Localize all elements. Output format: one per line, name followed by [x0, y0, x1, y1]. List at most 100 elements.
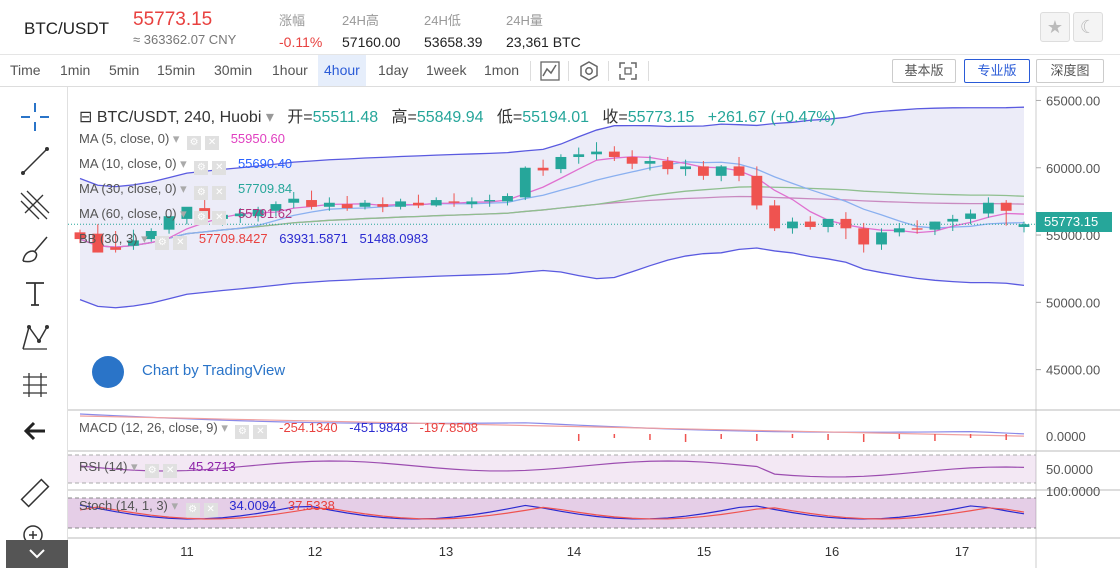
- indicator-ma5: MA (5, close, 0) ▾ ⚙ ✕ 55950.60: [79, 131, 285, 150]
- candle: [74, 229, 86, 244]
- candle: [626, 150, 638, 170]
- ma10-line: [79, 161, 1025, 248]
- text-tool-icon[interactable]: [17, 275, 53, 311]
- gear-icon[interactable]: ⚙: [145, 464, 160, 478]
- drawing-toolbar: [0, 87, 68, 568]
- crosshair-icon[interactable]: [17, 99, 53, 135]
- pair-name[interactable]: BTC/USDT: [24, 19, 109, 38]
- close-icon[interactable]: ✕: [173, 236, 188, 250]
- fullscreen-icon[interactable]: [617, 60, 639, 82]
- back-arrow-icon[interactable]: [17, 413, 53, 449]
- indicator-ma30: MA (30, close, 0) ▾ ⚙ ✕ 57709.84: [79, 181, 293, 200]
- gear-icon[interactable]: ⚙: [194, 211, 209, 225]
- collapse-toolbar-button[interactable]: [6, 540, 68, 568]
- legend-open: 55511.48: [312, 109, 379, 126]
- candle-body: [395, 201, 407, 207]
- settings-gear-icon[interactable]: [578, 60, 600, 82]
- close-icon[interactable]: ✕: [205, 136, 220, 150]
- stoch-tick-label: 100.0000: [1046, 484, 1100, 499]
- candle: [947, 214, 959, 232]
- tf-1min[interactable]: 1min: [60, 62, 91, 78]
- tf-15min[interactable]: 15min: [157, 62, 196, 78]
- price-chart[interactable]: 45000.0050000.0055000.0060000.0065000.00…: [68, 87, 1120, 568]
- view-basic-button[interactable]: 基本版: [892, 59, 956, 83]
- candle-body: [858, 228, 870, 245]
- gear-icon[interactable]: ⚙: [194, 186, 209, 200]
- candle-body: [911, 228, 923, 230]
- indicator-bb: BB (30, 3) ▾ ⚙ ✕ 57709.8427 63931.5871 51…: [79, 231, 429, 250]
- gear-icon[interactable]: ⚙: [235, 425, 250, 439]
- candle: [377, 197, 389, 213]
- indicators-icon[interactable]: [539, 60, 561, 82]
- watermark[interactable]: Chart by TradingView: [142, 362, 286, 379]
- gear-icon[interactable]: ⚙: [185, 503, 200, 517]
- macd-signal-line: [79, 415, 1025, 437]
- candle-body: [1000, 202, 1012, 211]
- candle-body: [519, 167, 531, 198]
- time-tick-label: 17: [955, 544, 969, 559]
- tf-1week[interactable]: 1week: [426, 62, 467, 78]
- candle-body: [74, 232, 86, 240]
- toolbar-divider: [608, 61, 609, 81]
- night-mode-moon-icon[interactable]: ☾: [1073, 12, 1103, 42]
- legend-change: +261.67 (+0.47%): [707, 109, 836, 126]
- last-price-tag: 55773.15: [1036, 212, 1112, 232]
- tf-1mon[interactable]: 1mon: [484, 62, 520, 78]
- legend-symbol[interactable]: BTC/USDT, 240, Huobi: [96, 109, 262, 126]
- indicator-macd: MACD (12, 26, close, 9) ▾ ⚙ ✕ -254.1340 -…: [79, 420, 479, 439]
- stat-volume: 24H量 23,361 BTC: [506, 13, 581, 50]
- tf-30min[interactable]: 30min: [214, 62, 253, 78]
- tf-5min[interactable]: 5min: [109, 62, 140, 78]
- favorite-star-icon[interactable]: ★: [1040, 12, 1070, 42]
- candle-body: [876, 232, 887, 245]
- tf-1day[interactable]: 1day: [378, 62, 409, 78]
- candle-body: [965, 213, 976, 219]
- candle-body: [377, 204, 389, 207]
- view-pro-button[interactable]: 专业版: [964, 59, 1030, 83]
- candle: [697, 161, 709, 180]
- view-depth-button[interactable]: 深度图: [1036, 59, 1104, 83]
- legend-high: 55849.94: [416, 109, 484, 126]
- candle: [484, 194, 496, 207]
- candle-body: [110, 247, 122, 250]
- tf-1hour[interactable]: 1hour: [272, 62, 308, 78]
- gear-icon[interactable]: ⚙: [187, 136, 202, 150]
- candle-body: [769, 205, 781, 229]
- candle-body: [591, 151, 602, 155]
- legend-collapse-icon[interactable]: ⊟: [79, 109, 93, 126]
- candle-body: [626, 156, 638, 164]
- candle: [163, 216, 175, 234]
- indicator-ma10: MA (10, close, 0) ▾ ⚙ ✕ 55690.40: [79, 156, 293, 175]
- price-tick-label: 45000.00: [1046, 363, 1100, 378]
- candle: [893, 222, 905, 237]
- candle-body: [341, 204, 353, 209]
- stat-change: 涨幅 -0.11%: [279, 13, 323, 50]
- bollinger-upper-line: [79, 106, 1025, 188]
- trend-line-icon[interactable]: [17, 143, 53, 179]
- gear-icon[interactable]: ⚙: [155, 236, 170, 250]
- close-icon[interactable]: ✕: [212, 211, 227, 225]
- stat-low: 24H低 53658.39: [424, 13, 483, 50]
- measure-tool-icon[interactable]: [17, 367, 53, 403]
- brush-icon[interactable]: [17, 231, 53, 267]
- close-icon[interactable]: ✕: [253, 425, 268, 439]
- ruler-icon[interactable]: [17, 475, 53, 511]
- close-icon[interactable]: ✕: [212, 186, 227, 200]
- candle-body: [430, 200, 442, 206]
- candle: [662, 156, 674, 175]
- fib-retracement-icon[interactable]: [17, 187, 53, 223]
- candle-body: [644, 161, 656, 164]
- candle-body: [359, 202, 371, 207]
- close-icon[interactable]: ✕: [203, 503, 218, 517]
- tf-4hour[interactable]: 4hour: [318, 55, 366, 86]
- gear-icon[interactable]: ⚙: [194, 161, 209, 175]
- close-icon[interactable]: ✕: [212, 161, 227, 175]
- price-tick-label: 65000.00: [1046, 93, 1100, 108]
- close-icon[interactable]: ✕: [163, 464, 178, 478]
- candle: [252, 206, 264, 222]
- tf-time[interactable]: Time: [10, 62, 41, 78]
- candle-body: [270, 204, 282, 211]
- rsi-tick-label: 50.0000: [1046, 462, 1093, 477]
- pattern-tool-icon[interactable]: [17, 319, 53, 355]
- tradingview-logo-icon: [92, 356, 124, 388]
